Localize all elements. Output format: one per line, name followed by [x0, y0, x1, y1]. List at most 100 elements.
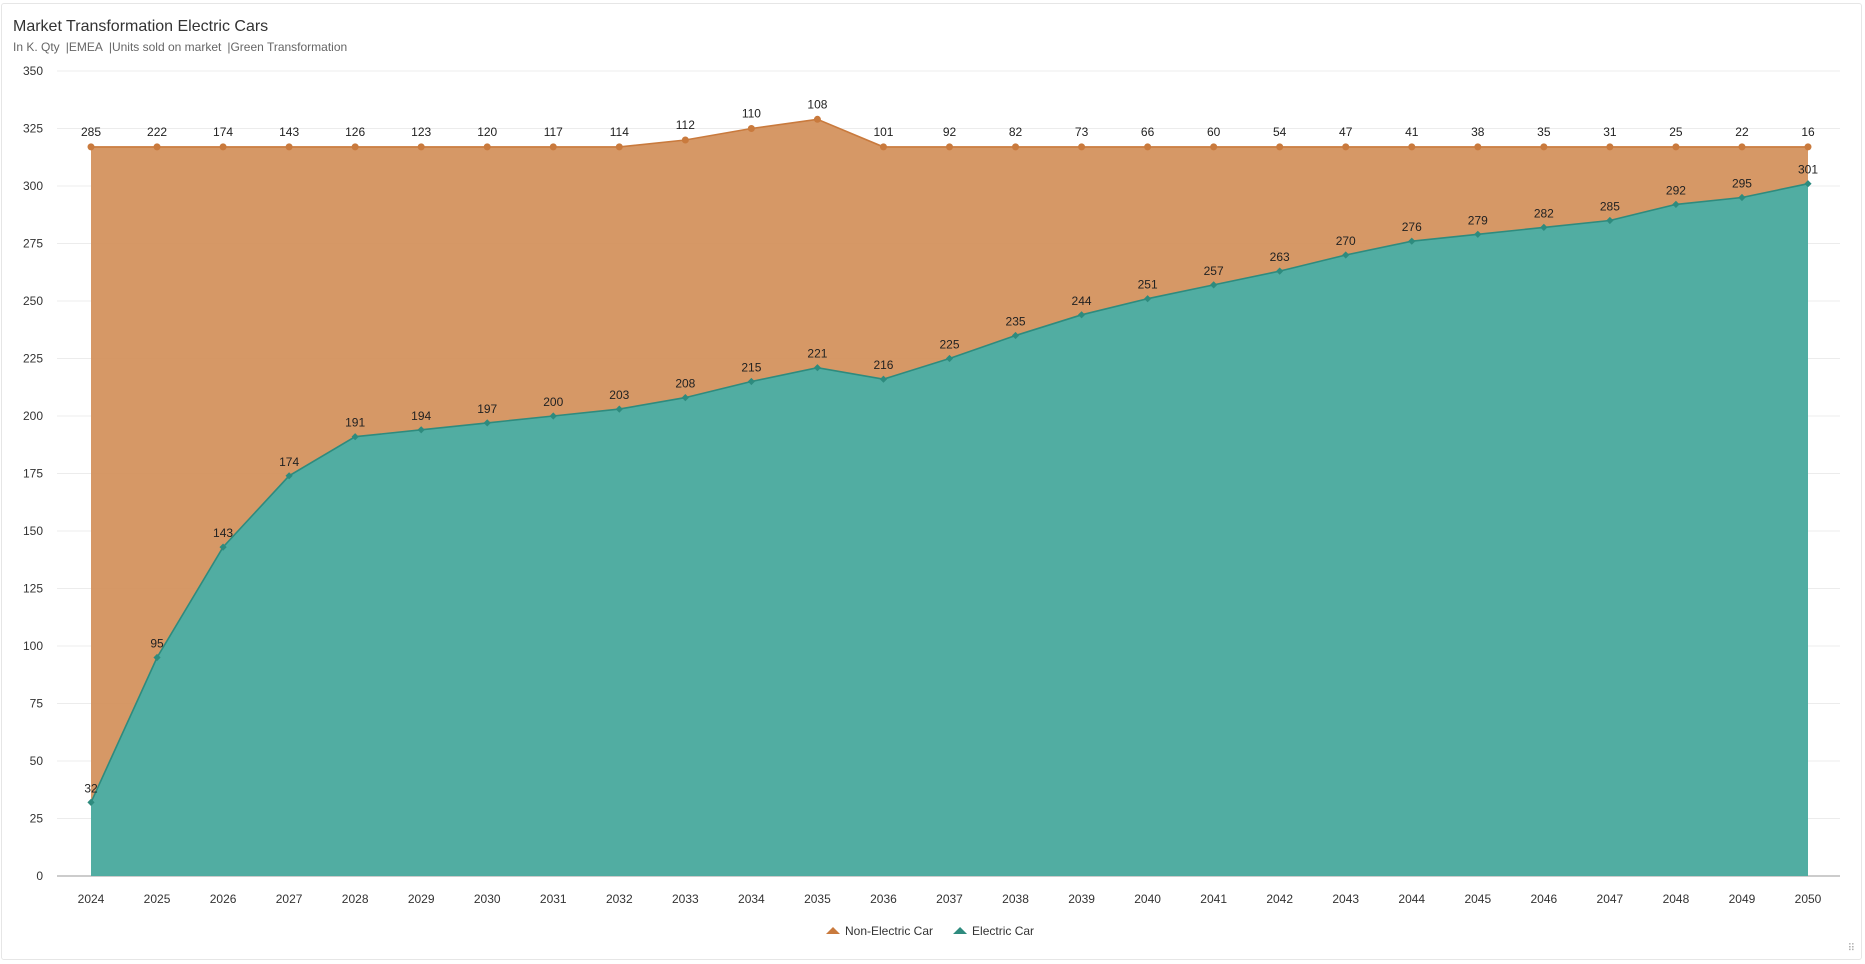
point-non-electric-car[interactable] [417, 143, 425, 151]
point-electric-car[interactable] [1077, 311, 1086, 319]
y-tick-label: 300 [23, 179, 43, 193]
data-label-non-electric-car: 143 [279, 125, 299, 139]
data-label-non-electric-car: 174 [213, 125, 233, 139]
data-label-electric-car: 282 [1534, 206, 1554, 220]
point-electric-car[interactable] [219, 543, 227, 551]
point-non-electric-car[interactable] [615, 143, 623, 151]
data-label-electric-car: 225 [939, 338, 959, 352]
point-electric-car[interactable] [1342, 251, 1350, 259]
x-tick-label: 2035 [804, 892, 831, 906]
area-electric-car[interactable] [91, 183, 1808, 876]
point-electric-car[interactable] [1276, 267, 1284, 275]
data-label-non-electric-car: 41 [1405, 125, 1419, 139]
point-electric-car[interactable] [153, 653, 161, 662]
point-non-electric-car[interactable] [1540, 143, 1548, 151]
point-electric-car[interactable] [549, 412, 557, 420]
legend-item[interactable]: Electric Car [953, 924, 1034, 938]
point-non-electric-car[interactable] [681, 136, 689, 144]
x-tick-label: 2037 [936, 892, 963, 906]
point-non-electric-car[interactable] [1408, 143, 1416, 151]
point-electric-car[interactable] [1540, 223, 1548, 231]
x-tick-label: 2040 [1134, 892, 1161, 906]
point-electric-car[interactable] [285, 472, 293, 480]
point-non-electric-car[interactable] [1804, 143, 1812, 151]
data-label-non-electric-car: 54 [1273, 125, 1287, 139]
point-non-electric-car[interactable] [219, 143, 227, 151]
point-electric-car[interactable] [1738, 193, 1746, 202]
legend-item[interactable]: Non-Electric Car [826, 924, 933, 938]
point-non-electric-car[interactable] [1672, 143, 1680, 151]
subtitle-theme: Green Transformation [230, 40, 348, 54]
point-electric-car[interactable] [945, 354, 954, 363]
point-non-electric-car[interactable] [879, 143, 887, 151]
point-electric-car[interactable] [1408, 237, 1416, 245]
point-electric-car[interactable] [1606, 216, 1614, 225]
point-non-electric-car[interactable] [285, 143, 293, 151]
point-electric-car[interactable] [87, 798, 95, 806]
point-electric-car[interactable] [1672, 200, 1680, 208]
x-tick-label: 2026 [210, 892, 237, 906]
data-label-electric-car: 244 [1072, 294, 1092, 308]
subtitle-region: EMEA [68, 40, 103, 54]
y-tick-label: 100 [23, 639, 43, 653]
chart-subtitle: In K. Qty |EMEA |Units sold on market |Gree… [13, 40, 348, 54]
point-non-electric-car[interactable] [946, 143, 953, 151]
data-label-non-electric-car: 82 [1009, 125, 1023, 139]
data-label-electric-car: 200 [543, 395, 563, 409]
y-tick-label: 175 [23, 467, 43, 481]
point-electric-car[interactable] [813, 364, 822, 372]
point-non-electric-car[interactable] [87, 143, 95, 151]
point-non-electric-car[interactable] [747, 125, 755, 132]
point-non-electric-car[interactable] [1474, 143, 1482, 151]
point-non-electric-car[interactable] [1210, 143, 1218, 151]
x-tick-label: 2029 [408, 892, 435, 906]
resize-handle-icon[interactable]: ⠿ [1847, 943, 1855, 954]
data-label-non-electric-car: 31 [1603, 125, 1617, 139]
data-label-non-electric-car: 114 [610, 125, 629, 139]
point-non-electric-car[interactable] [483, 143, 491, 151]
data-label-electric-car: 301 [1798, 163, 1818, 177]
point-non-electric-car[interactable] [813, 115, 821, 123]
point-electric-car[interactable] [1474, 230, 1482, 238]
point-non-electric-car[interactable] [1276, 143, 1284, 151]
point-non-electric-car[interactable] [549, 143, 557, 151]
point-electric-car[interactable] [681, 394, 689, 402]
x-tick-label: 2033 [672, 892, 699, 906]
point-non-electric-car[interactable] [1012, 143, 1020, 151]
point-electric-car[interactable] [1011, 331, 1020, 340]
x-tick-label: 2044 [1398, 892, 1425, 906]
point-non-electric-car[interactable] [1606, 143, 1614, 151]
point-electric-car[interactable] [879, 375, 888, 383]
legend-swatch-icon [953, 927, 968, 934]
point-electric-car[interactable] [747, 377, 755, 386]
data-label-non-electric-car: 112 [676, 118, 695, 132]
point-electric-car[interactable] [483, 419, 491, 427]
point-non-electric-car[interactable] [1078, 143, 1086, 151]
point-non-electric-car[interactable] [351, 143, 359, 151]
point-non-electric-car[interactable] [1144, 143, 1152, 151]
area-non-electric-car[interactable] [91, 119, 1808, 803]
y-tick-label: 200 [23, 409, 43, 423]
x-tick-label: 2036 [870, 892, 897, 906]
data-label-electric-car: 194 [411, 409, 431, 423]
data-label-non-electric-car: 222 [147, 125, 167, 139]
point-electric-car[interactable] [1210, 281, 1218, 289]
point-non-electric-car[interactable] [1738, 143, 1746, 151]
point-electric-car[interactable] [1804, 180, 1812, 188]
y-tick-label: 250 [23, 294, 43, 308]
point-electric-car[interactable] [351, 433, 359, 441]
data-label-non-electric-car: 47 [1339, 125, 1353, 139]
point-electric-car[interactable] [615, 405, 623, 413]
data-label-non-electric-car: 73 [1075, 125, 1089, 139]
data-label-electric-car: 292 [1666, 183, 1686, 197]
point-non-electric-car[interactable] [153, 143, 161, 151]
data-label-electric-car: 221 [807, 347, 827, 361]
y-tick-label: 150 [23, 524, 43, 538]
point-non-electric-car[interactable] [1342, 143, 1350, 151]
data-label-electric-car: 235 [1006, 315, 1026, 329]
x-tick-label: 2032 [606, 892, 633, 906]
point-electric-car[interactable] [1144, 295, 1152, 303]
point-electric-car[interactable] [417, 426, 425, 434]
y-tick-label: 25 [30, 812, 44, 826]
y-tick-label: 75 [30, 697, 44, 711]
